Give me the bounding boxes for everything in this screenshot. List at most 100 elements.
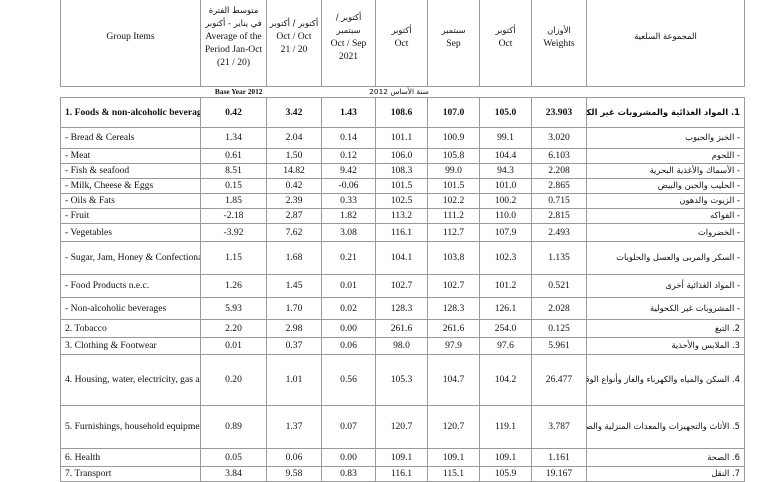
sep-index: 111.2 [427,208,480,224]
group-item: - Bread & Cereals [60,127,201,149]
oct-oct-value: 1.01 [266,354,322,406]
group-item: - Sugar, Jam, Honey & Confectionary [60,241,201,275]
base-year-empty [531,86,745,98]
oct-prev-index: 97.6 [479,337,532,355]
sep-index: 109.1 [427,448,480,467]
oct-prev-index: 101.0 [479,178,532,194]
oct-index: 101.5 [375,178,428,194]
table-row: - Milk, Cheese & Eggs 0.15 0.42 -0.06 101.5 1… [60,178,745,194]
oct-prev-index: 254.0 [479,319,532,338]
weight-value: 5.961 [531,337,587,355]
oct-sep-value: -0.06 [321,178,376,194]
group-item: 3. Clothing & Footwear [60,337,201,355]
header-weights-en: Weights [543,37,575,49]
oct-sep-value: 0.56 [321,354,376,406]
group-item: - Meat [60,148,201,164]
oct-sep-value: 0.83 [321,466,376,482]
sep-index: 112.7 [427,223,480,242]
weight-value: 0.715 [531,193,587,209]
oct-index: 108.6 [375,97,428,128]
cpi-table: Group Items متوسط الفترة في يناير - أكتو… [60,0,745,482]
oct-index: 104.1 [375,241,428,275]
weight-value: 26.477 [531,354,587,406]
avg-value: 0.01 [200,337,267,355]
table-row: - Vegetables -3.92 7.62 3.08 116.1 112.7 107.9… [60,223,745,242]
table-row: 4. Housing, water, electricity, gas and … [60,354,745,406]
sep-index: 104.7 [427,354,480,406]
header-oct-sep-year: 2021 [338,50,359,62]
weight-value: 3.020 [531,127,587,149]
table-row: 7. Transport 3.84 9.58 0.83 116.1 115.1 105.9 1… [60,466,745,482]
oct-index: 109.1 [375,448,428,467]
table-row: 3. Clothing & Footwear 0.01 0.37 0.06 98.0 97… [60,337,745,355]
base-year-row: Base Year 2012 سنة الأساس 2012 [60,86,745,98]
group-item-ar: - المشروبات غير الكحولية [586,297,745,320]
group-item: 4. Housing, water, electricity, gas and … [60,354,201,406]
group-item-ar: - الزيوت والدهون [586,193,745,209]
header-oct-oct-en: Oct / Oct [276,31,312,42]
group-item: - Food Products n.e.c. [60,274,201,298]
header-oct-previous-ar: أكتوبر [495,24,516,35]
oct-index: 105.3 [375,354,428,406]
group-item-ar: - الحليب والجبن والبيض [586,178,745,194]
oct-index: 261.6 [375,319,428,338]
group-item: - Milk, Cheese & Eggs [60,178,201,194]
oct-oct-value: 2.04 [266,127,322,149]
header-weights-ar: الأوزان [547,24,571,35]
weight-value: 0.521 [531,274,587,298]
sep-index: 103.8 [427,241,480,275]
group-item: - Fish & seafood [60,163,201,179]
oct-sep-value: 0.14 [321,127,376,149]
oct-oct-value: 7.62 [266,223,322,242]
header-row: Group Items متوسط الفترة في يناير - أكتو… [60,0,745,87]
header-oct-oct-years: 21 / 20 [280,44,308,55]
oct-prev-index: 109.1 [479,448,532,467]
avg-value: 8.51 [200,163,267,179]
header-oct-sep-en: Oct / Sep [330,37,367,49]
header-oct-previous-en: Oct [498,37,513,49]
weight-value: 1.135 [531,241,587,275]
table-row: - Fish & seafood 8.51 14.82 9.42 108.3 99.0 94… [60,163,745,179]
sep-index: 100.9 [427,127,480,149]
oct-sep-value: 0.00 [321,448,376,467]
oct-prev-index: 104.2 [479,354,532,406]
header-average-period-years: (21 / 20) [216,57,251,68]
avg-value: 0.05 [200,448,267,467]
oct-sep-value: 1.82 [321,208,376,224]
group-item: 7. Transport [60,466,201,482]
group-item-ar: - السكر والمربى والعسل والحلويات [586,241,745,275]
avg-value: 0.15 [200,178,267,194]
group-item: - Fruit [60,208,201,224]
group-item-ar: 2. التبغ [586,319,745,338]
group-item-ar: - الفواكه [586,208,745,224]
group-item: 2. Tobacco [60,319,201,338]
group-item-ar: - اللحوم [586,148,745,164]
header-sep-ar: سبتمبر [441,24,466,35]
oct-oct-value: 2.39 [266,193,322,209]
avg-value: 2.20 [200,319,267,338]
table-row: - Oils & Fats 1.85 2.39 0.33 102.5 102.2 100.2… [60,193,745,209]
sep-index: 261.6 [427,319,480,338]
sep-index: 107.0 [427,97,480,128]
header-sep: سبتمبر Sep [427,0,480,87]
oct-prev-index: 100.2 [479,193,532,209]
table-row: - Meat 0.61 1.50 0.12 106.0 105.8 104.4 6.103- … [60,148,745,164]
header-oct-current-en: Oct [394,37,409,49]
avg-value: 3.84 [200,466,267,482]
sep-index: 105.8 [427,148,480,164]
oct-index: 102.5 [375,193,428,209]
avg-value: 0.61 [200,148,267,164]
avg-value: -3.92 [200,223,267,242]
oct-prev-index: 101.2 [479,274,532,298]
oct-oct-value: 0.42 [266,178,322,194]
group-item: - Oils & Fats [60,193,201,209]
oct-sep-value: 0.07 [321,405,376,449]
group-item: 5. Furnishings, household equipment & ro… [60,405,201,449]
sep-index: 120.7 [427,405,480,449]
oct-prev-index: 105.0 [479,97,532,128]
oct-oct-value: 0.37 [266,337,322,355]
weight-value: 2.865 [531,178,587,194]
oct-oct-value: 3.42 [266,97,322,128]
weight-value: 2.028 [531,297,587,320]
group-item-ar: - الأسماك والأغذية البحرية [586,163,745,179]
